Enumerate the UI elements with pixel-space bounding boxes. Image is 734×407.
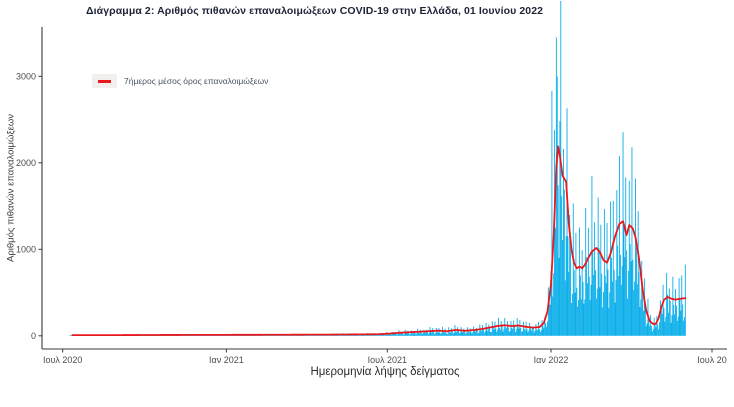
y-axis-ticks: 0 1000 2000 3000 bbox=[16, 72, 42, 341]
x-tick-label: Ιαν 2022 bbox=[534, 355, 569, 365]
y-tick-label: 1000 bbox=[16, 245, 36, 255]
seven-day-average-line bbox=[71, 145, 687, 337]
y-tick-label: 3000 bbox=[16, 72, 36, 82]
daily-bars-series bbox=[69, 0, 686, 337]
x-tick-label: Ιαν 2021 bbox=[209, 355, 244, 365]
x-axis-ticks: Ιουλ 2020 Ιαν 2021 Ιουλ 2021 Ιαν 2022 Ιουλ 2… bbox=[43, 349, 727, 365]
chart-title: Διάγραμμα 2: Αριθμός πιθανών επαναλοιμώξ… bbox=[86, 5, 544, 17]
legend-key-swatch bbox=[92, 74, 117, 88]
legend-label: 7ήμερος μέσος όρος επαναλοιμώξεων bbox=[124, 76, 269, 86]
x-tick-label: Ιουλ 2021 bbox=[368, 355, 407, 365]
x-tick-label: Ιουλ 20 bbox=[697, 355, 726, 365]
x-axis-label: Ημερομηνία λήψης δείγματος bbox=[310, 366, 460, 378]
y-tick-label: 2000 bbox=[16, 158, 36, 168]
axis-spines bbox=[41, 27, 727, 350]
x-tick-label: Ιουλ 2020 bbox=[43, 355, 82, 365]
legend: 7ήμερος μέσος όρος επαναλοιμώξεων bbox=[92, 74, 268, 88]
red-line-icon bbox=[98, 79, 111, 83]
y-tick-label: 0 bbox=[31, 331, 36, 341]
